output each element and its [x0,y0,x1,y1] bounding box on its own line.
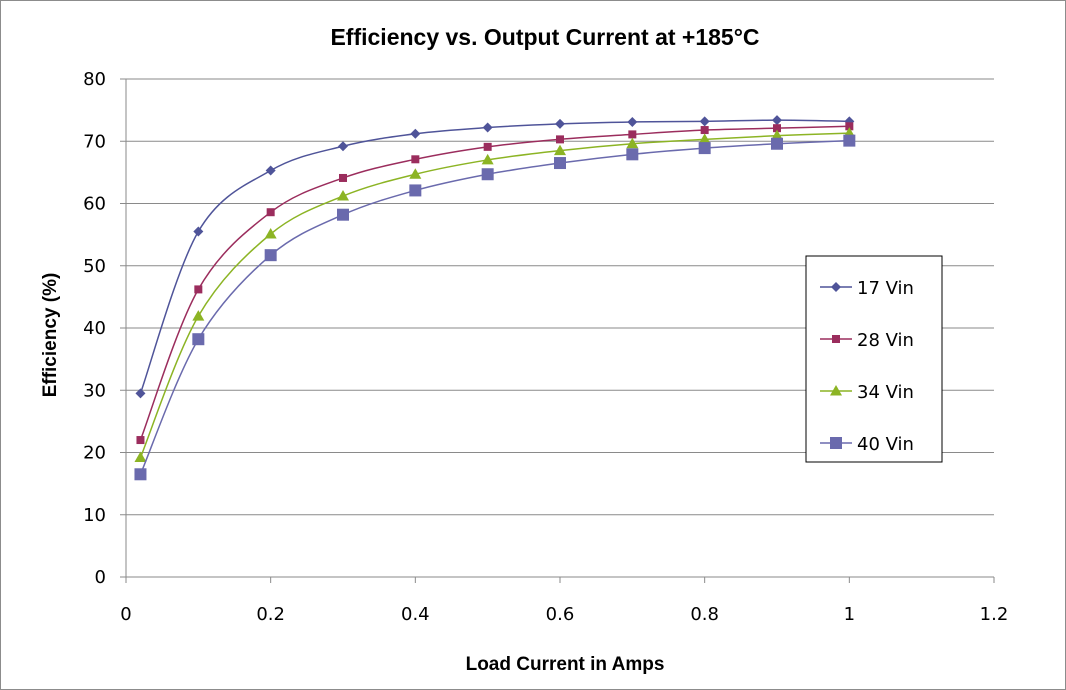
legend-marker [830,437,842,449]
data-point-marker [699,116,710,127]
data-point-marker [771,137,783,150]
legend-entry: 40 Vin [820,434,914,455]
data-point-marker [554,157,566,170]
data-point-marker [338,141,348,152]
chart-title: Efficiency vs. Output Current at +185°C [330,24,759,50]
x-tick-label: 0.8 [690,604,719,625]
data-point-marker [554,144,566,156]
legend-entry: 28 Vin [820,330,914,351]
data-point-marker [409,168,422,179]
data-point-marker [410,128,421,139]
data-point-marker [483,142,492,151]
y-tick-label: 0 [95,567,106,588]
legend-box [805,255,943,463]
legend-label: 17 Vin [857,278,914,299]
data-point-marker [409,184,422,197]
series-group [134,115,856,481]
x-tick-label: 0 [120,604,131,625]
series-line [139,132,850,458]
data-point-marker [192,310,205,321]
data-point-marker [265,165,276,176]
data-point-marker [481,168,494,181]
y-tick-label: 70 [83,131,106,152]
data-point-marker [136,436,145,445]
data-point-marker [339,173,347,182]
legend-label: 40 Vin [857,434,914,455]
y-tick-label: 60 [83,194,106,215]
x-tick-label: 1.2 [980,604,1009,625]
data-point-marker [482,122,493,133]
legend-label: 28 Vin [857,330,914,351]
data-point-marker [481,153,494,165]
data-point-marker [626,148,639,161]
axes: 0 10 20 30 40 50 60 70 80 0 0.2 0.4 0.6 0.8 1 1.2 [83,69,1008,625]
data-point-marker [628,130,637,139]
data-point-marker [627,116,638,127]
legend: 17 Vin 28 Vin 34 Vin 40 Vin [805,255,943,463]
x-tick-label: 0.4 [401,604,430,625]
legend-entry: 34 Vin [820,382,914,403]
data-point-marker [698,142,711,155]
data-point-marker [194,285,203,294]
data-point-marker [134,451,147,462]
data-point-marker [134,468,147,481]
data-point-marker [771,129,783,141]
data-point-marker [264,249,277,262]
series-17-vin [135,115,855,399]
y-tick-label: 80 [83,69,106,90]
data-point-marker [411,155,420,164]
legend-marker [831,282,841,292]
y-tick-label: 30 [83,380,106,401]
series-28-vin [136,122,854,445]
data-point-marker [700,126,709,135]
y-axis-title: Efficiency (%) [40,273,61,398]
data-point-marker [264,228,277,239]
y-tick-label: 20 [83,443,106,464]
series-line [139,139,850,475]
data-point-marker [555,118,565,129]
data-point-marker [556,135,564,144]
data-point-marker [135,388,146,399]
y-tick-label: 40 [83,318,106,339]
y-tick-label: 10 [83,505,106,526]
data-point-marker [773,124,781,133]
data-point-marker [772,115,782,126]
series-line [139,125,850,441]
data-point-marker [192,333,205,346]
data-point-marker [698,133,711,144]
x-tick-label: 0.2 [256,604,285,625]
data-point-marker [626,137,639,149]
series-40-vin [134,134,856,481]
data-point-marker [337,208,349,221]
legend-marker [830,385,842,396]
series-line [139,119,850,394]
data-point-marker [337,190,349,201]
data-point-marker [845,122,854,131]
legend-marker [832,335,840,343]
x-tick-label: 1 [844,604,855,625]
legend-label: 34 Vin [857,382,914,403]
data-point-marker [843,134,856,147]
data-point-marker [193,226,204,237]
x-axis-title: Load Current in Amps [466,654,665,675]
series-34-vin [134,127,856,462]
data-point-marker [266,208,275,217]
legend-entry: 17 Vin [820,278,914,299]
x-tick-label: 0.6 [546,604,575,625]
y-tick-label: 50 [83,256,106,277]
